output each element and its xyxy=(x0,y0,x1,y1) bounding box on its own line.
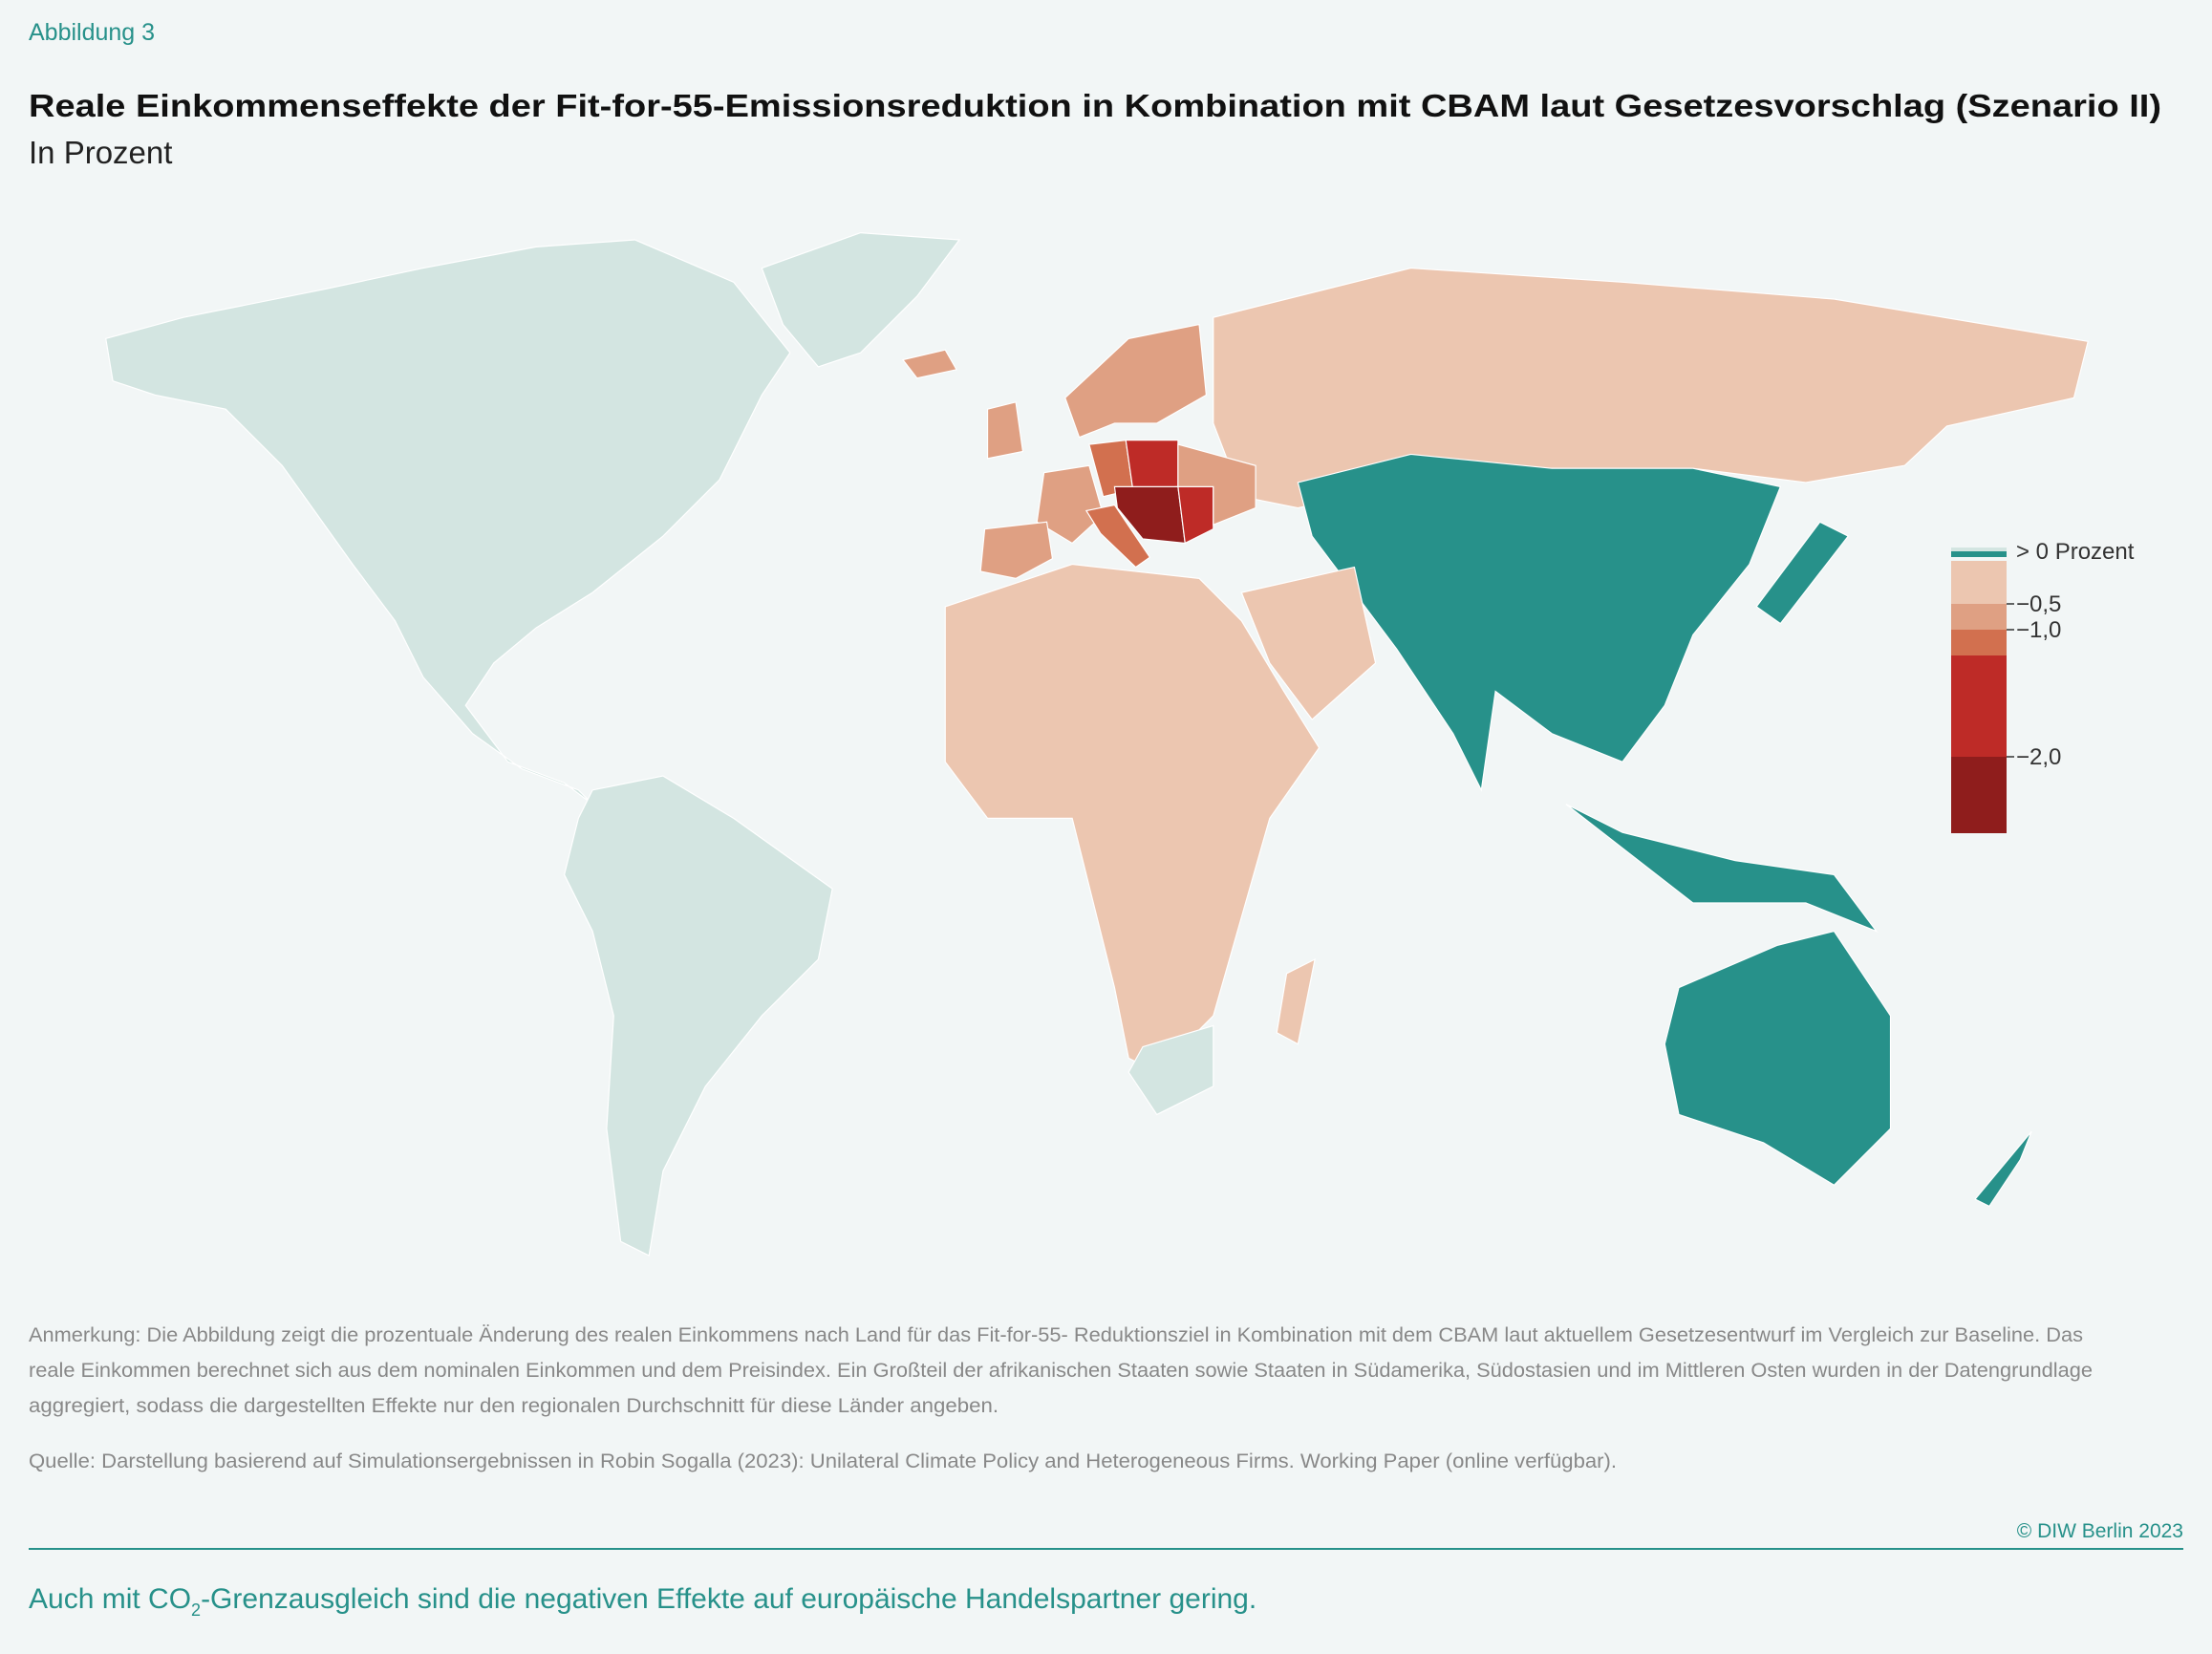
ukraine xyxy=(1177,443,1256,526)
africa xyxy=(944,563,1321,1073)
asia xyxy=(1297,453,1782,792)
legend-label: −0,5 xyxy=(2016,591,2061,617)
legend-swatch xyxy=(1951,548,2007,551)
note-line: aggregiert, sodass die dargestellten Eff… xyxy=(29,1395,999,1417)
legend-swatch xyxy=(1951,630,2007,655)
legend-swatch xyxy=(1951,551,2007,557)
united-kingdom xyxy=(986,401,1024,460)
japan xyxy=(1755,521,1850,625)
note-line: reale Einkommen berechnet sich aus dem n… xyxy=(29,1360,2093,1382)
footer-subscript: 2 xyxy=(191,1600,201,1620)
legend: > 0 Prozent −0,5−1,0 −2,0 xyxy=(1951,539,2135,833)
note-line: Anmerkung: Die Abbildung zeigt die proze… xyxy=(29,1324,2083,1346)
madagascar xyxy=(1276,957,1316,1045)
title: Reale Einkommenseffekte der Fit-for-55-E… xyxy=(29,88,2161,123)
south-africa xyxy=(1127,1024,1214,1116)
italy xyxy=(1085,504,1151,569)
iceland xyxy=(901,349,957,379)
poland xyxy=(1125,440,1179,490)
greenland xyxy=(761,232,961,368)
footer-text: Auch mit CO xyxy=(29,1583,191,1615)
france xyxy=(1036,464,1105,545)
legend-swatch xyxy=(1951,604,2007,630)
middle-east xyxy=(1240,566,1377,720)
new-zealand xyxy=(1974,1130,2032,1208)
indonesia xyxy=(1565,804,1879,933)
legend-swatch xyxy=(1951,561,2007,604)
legend-label: > 0 Prozent xyxy=(2016,539,2135,565)
footer-text: -Grenzausgleich sind die negativen Effek… xyxy=(201,1583,1256,1615)
legend-label: −1,0 xyxy=(2016,617,2061,643)
legend-label: −2,0 xyxy=(2016,744,2061,770)
copyright: © DIW Berlin 2023 xyxy=(2017,1520,2183,1542)
russia xyxy=(1213,267,2089,509)
legend-swatch xyxy=(1951,655,2007,757)
figure-label: Abbildung 3 xyxy=(29,19,155,46)
subtitle: In Prozent xyxy=(29,135,172,170)
south-america xyxy=(563,775,833,1257)
north-america xyxy=(105,239,791,806)
central-europe xyxy=(1113,485,1186,545)
source: Quelle: Darstellung basierend auf Simula… xyxy=(29,1450,1617,1472)
australia xyxy=(1664,930,1892,1187)
scandinavia xyxy=(1064,323,1208,439)
legend-swatch xyxy=(1951,757,2007,833)
world-map xyxy=(105,232,2089,1257)
spain xyxy=(979,521,1054,579)
footer: Auch mit CO2-Grenzausgleich sind die neg… xyxy=(29,1583,1256,1620)
note: Anmerkung: Die Abbildung zeigt die proze… xyxy=(29,1324,2093,1417)
